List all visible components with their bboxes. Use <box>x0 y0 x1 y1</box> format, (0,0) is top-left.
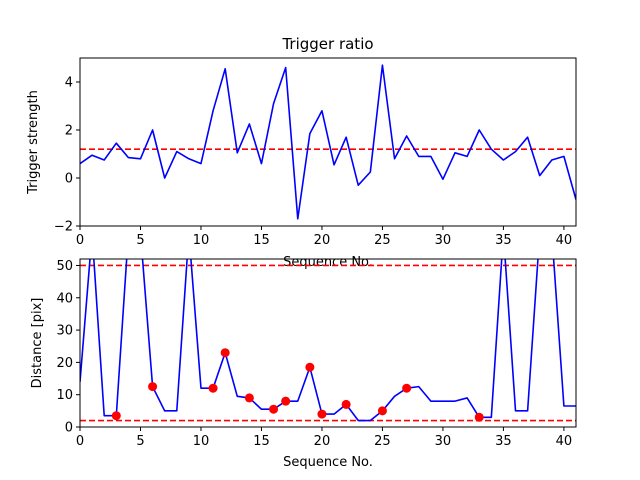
x-tick-label: 10 <box>193 434 210 449</box>
data-point <box>317 409 327 419</box>
x-tick-label: 15 <box>253 233 270 248</box>
plot-area <box>80 64 576 220</box>
x-tick-label: 15 <box>253 434 270 449</box>
x-axis-label: Sequence No. <box>283 255 373 270</box>
y-tick-label: 50 <box>56 259 73 274</box>
series-line <box>80 259 576 422</box>
trigger-ratio-panel: Trigger ratio 0 5 10 15 20 25 30 35 40−2024Trigg… <box>26 35 577 270</box>
y-tick-label: 30 <box>56 324 73 339</box>
y-tick-label: 4 <box>65 76 73 91</box>
x-tick-label: 20 <box>314 233 331 248</box>
plot-area <box>80 259 576 422</box>
chart-title: Trigger ratio <box>281 35 373 53</box>
x-tick-label: 5 <box>136 434 144 449</box>
x-tick-label: 25 <box>374 434 391 449</box>
data-point <box>244 393 254 403</box>
y-tick-label: 0 <box>65 172 73 187</box>
data-point <box>402 383 412 393</box>
distance-panel: 0 5 10 15 20 25 30 35 40 0 10 20 30 40 50 Distance [pix… <box>30 258 577 470</box>
x-tick-label: 30 <box>435 233 452 248</box>
y-tick-label: 0 <box>65 421 73 436</box>
data-point <box>474 412 484 422</box>
x-tick-label: 0 <box>76 434 84 449</box>
data-point <box>341 399 351 409</box>
y-axis-label: Distance [pix] <box>30 298 45 389</box>
y-tick-label: 2 <box>65 124 73 139</box>
data-point <box>281 396 291 406</box>
plot-frame <box>79 258 577 428</box>
data-point <box>220 348 230 358</box>
x-tick-label: 40 <box>556 434 573 449</box>
x-tick-label: 0 <box>76 233 84 248</box>
x-tick-label: 20 <box>314 434 331 449</box>
data-point <box>377 406 387 416</box>
y-tick-label: 20 <box>56 356 73 371</box>
y-tick-label: 10 <box>56 388 73 403</box>
x-tick-label: 35 <box>495 233 512 248</box>
y-tick-label: 40 <box>56 291 73 306</box>
x-tick-label: 40 <box>556 233 573 248</box>
data-point <box>148 382 158 392</box>
plot-frame <box>79 57 577 227</box>
x-tick-label: 35 <box>495 434 512 449</box>
x-axis-label: Sequence No. <box>283 455 373 470</box>
y-tick-label: −2 <box>54 220 73 235</box>
x-tick-label: 10 <box>193 233 210 248</box>
series-line <box>80 64 576 220</box>
data-point <box>269 404 279 414</box>
data-point <box>111 411 121 421</box>
data-point <box>208 383 218 393</box>
y-axis-label: Trigger strength <box>26 90 41 195</box>
x-tick-label: 30 <box>435 434 452 449</box>
data-point <box>305 362 315 372</box>
x-tick-label: 25 <box>374 233 391 248</box>
x-tick-label: 5 <box>136 233 144 248</box>
